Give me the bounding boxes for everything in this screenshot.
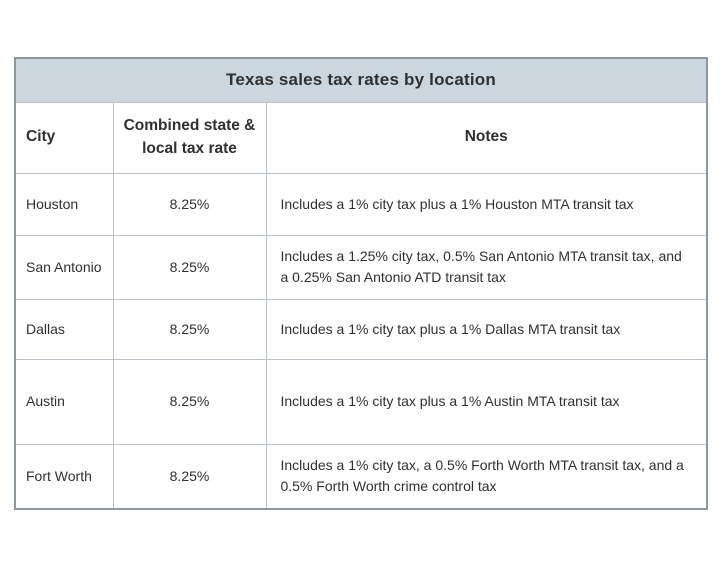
column-header-notes: Notes (265, 101, 708, 174)
city-cell: San Antonio (14, 234, 114, 300)
table-title-row: Texas sales tax rates by location (14, 57, 708, 103)
table-row: Houston 8.25% Includes a 1% city tax plus … (14, 172, 708, 236)
rate-cell: 8.25% (112, 234, 267, 300)
notes-cell: Includes a 1% city tax plus a 1% Austin … (265, 358, 708, 445)
city-cell: Fort Worth (14, 443, 114, 510)
rate-cell: 8.25% (112, 298, 267, 360)
tax-rates-table: Texas sales tax rates by location City C… (14, 57, 708, 510)
rate-cell: 8.25% (112, 443, 267, 510)
table-row: Dallas 8.25% Includes a 1% city tax plus a… (14, 298, 708, 360)
notes-cell: Includes a 1% city tax plus a 1% Houston… (265, 172, 708, 236)
table-title: Texas sales tax rates by location (14, 57, 708, 103)
table-row: Fort Worth 8.25% Includes a 1% city tax, a… (14, 443, 708, 510)
notes-cell: Includes a 1% city tax plus a 1% Dallas … (265, 298, 708, 360)
rate-cell: 8.25% (112, 358, 267, 445)
column-header-row: City Combined state & local tax rate Not… (14, 101, 708, 174)
city-cell: Austin (14, 358, 114, 445)
column-header-city: City (14, 101, 114, 174)
notes-cell: Includes a 1.25% city tax, 0.5% San Anto… (265, 234, 708, 300)
rate-cell: 8.25% (112, 172, 267, 236)
table-row: Austin 8.25% Includes a 1% city tax plus a… (14, 358, 708, 445)
column-header-rate: Combined state & local tax rate (112, 101, 267, 174)
notes-cell: Includes a 1% city tax, a 0.5% Forth Wor… (265, 443, 708, 510)
city-cell: Houston (14, 172, 114, 236)
city-cell: Dallas (14, 298, 114, 360)
table-row: San Antonio 8.25% Includes a 1.25% city ta… (14, 234, 708, 300)
